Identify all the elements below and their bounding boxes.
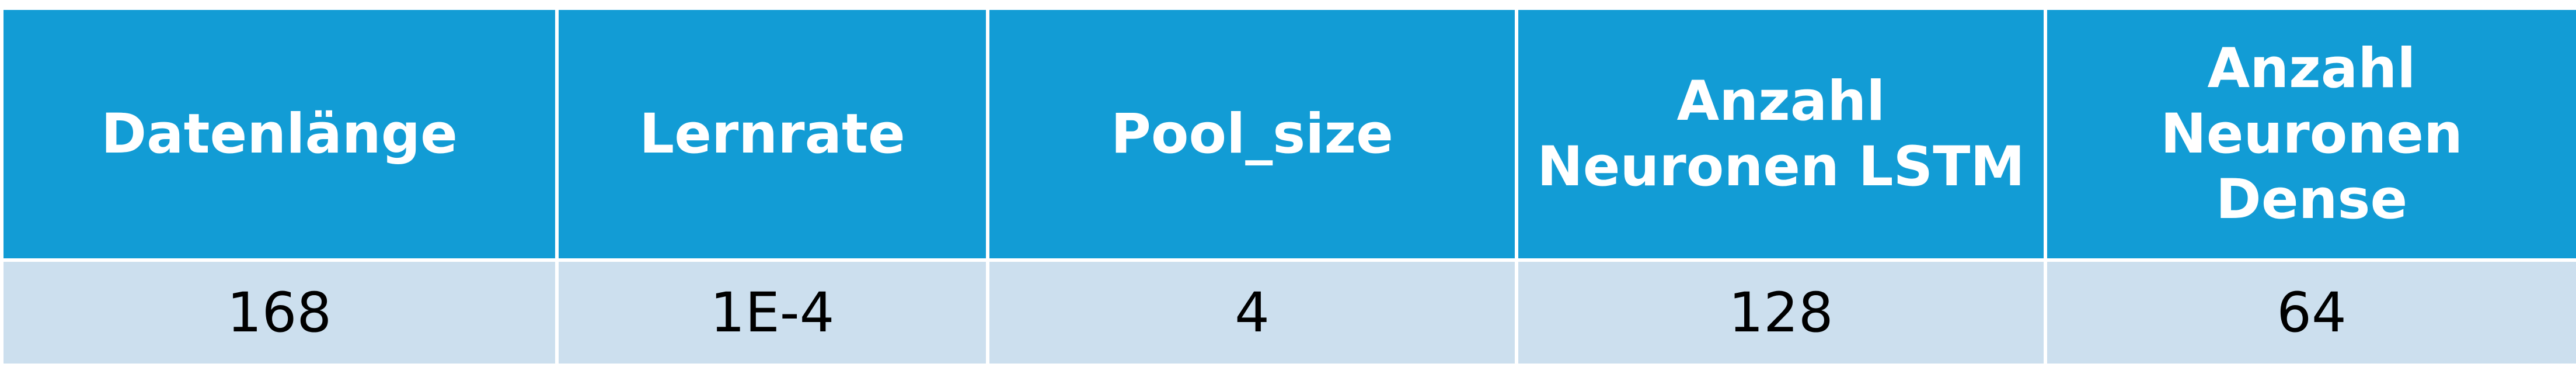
cell-neuronen-dense-value: 64 [2044, 258, 2576, 367]
header-datenlaenge-line-1: Datenlänge [101, 102, 458, 166]
header-dense-line-2: Neuronen [2160, 102, 2463, 166]
table-header-row: Datenlänge Lernrate Pool_size Anzahl Neu… [0, 6, 2576, 262]
header-pool-size-line-1: Pool_size [1111, 102, 1393, 166]
header-cell-datenlaenge: Datenlänge [0, 6, 559, 262]
header-cell-pool-size: Pool_size [986, 6, 1518, 262]
cell-neuronen-lstm-value: 128 [1515, 258, 2047, 367]
header-dense-line-1: Anzahl [2207, 36, 2416, 101]
header-lernrate-line-1: Lernrate [639, 102, 905, 166]
header-cell-anzahl-neuronen-dense: Anzahl Neuronen Dense [2044, 6, 2576, 262]
header-cell-anzahl-neuronen-lstm: Anzahl Neuronen LSTM [1515, 6, 2047, 262]
cell-lernrate-value: 1E-4 [555, 258, 989, 367]
header-cell-lernrate: Lernrate [555, 6, 989, 262]
cell-datenlaenge-value: 168 [0, 258, 559, 367]
header-lstm-line-1: Anzahl [1676, 69, 1885, 133]
table-row: 168 1E-4 4 128 64 [0, 258, 2576, 367]
header-dense-line-3: Dense [2215, 167, 2408, 231]
parameter-table-container: Datenlänge Lernrate Pool_size Anzahl Neu… [0, 6, 2576, 367]
hyperparameter-table: Datenlänge Lernrate Pool_size Anzahl Neu… [0, 6, 2576, 367]
cell-pool-size-value: 4 [986, 258, 1518, 367]
header-lstm-line-2: Neuronen LSTM [1537, 134, 2025, 199]
